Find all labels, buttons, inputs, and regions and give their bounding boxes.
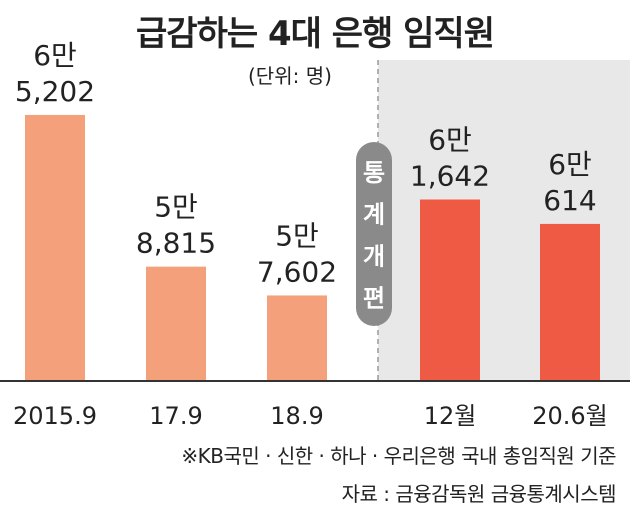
footnote: ※KB국민 · 신한 · 하나 · 우리은행 국내 총임직원 기준 <box>181 444 616 468</box>
annotation-char: 편 <box>363 284 385 312</box>
data-label-line2: 614 <box>543 184 596 217</box>
source-note: 자료 : 금융감독원 금융통계시스템 <box>341 482 617 506</box>
x-tick-label: 2015.9 <box>13 402 97 430</box>
unit-label: (단위: 명) <box>248 64 332 88</box>
x-tick-label: 17.9 <box>149 402 202 430</box>
annotation-char: 계 <box>363 201 385 229</box>
x-tick-label: 12월 <box>424 402 477 430</box>
data-label-line1: 6만 <box>548 148 592 181</box>
bar <box>540 223 600 381</box>
chart-title: 급감하는 4대 은행 임직원 <box>136 14 495 54</box>
data-label-line2: 8,815 <box>136 227 216 260</box>
bar <box>146 266 206 381</box>
annotation-char: 개 <box>363 243 385 271</box>
data-label-line1: 5만 <box>275 219 319 252</box>
bar <box>267 295 327 381</box>
data-label-line1: 6만 <box>33 39 77 72</box>
data-label-line2: 5,202 <box>15 75 95 108</box>
x-tick-label: 18.9 <box>270 402 323 430</box>
data-label-line1: 5만 <box>154 191 198 224</box>
bar <box>25 114 85 381</box>
data-label-line1: 6만 <box>428 124 472 157</box>
bar <box>420 199 480 381</box>
annotation-char: 통 <box>363 159 385 187</box>
data-label-line2: 1,642 <box>410 160 490 193</box>
data-label-line2: 7,602 <box>257 255 337 288</box>
x-tick-label: 20.6월 <box>532 402 608 430</box>
annotation-pill <box>356 142 392 326</box>
